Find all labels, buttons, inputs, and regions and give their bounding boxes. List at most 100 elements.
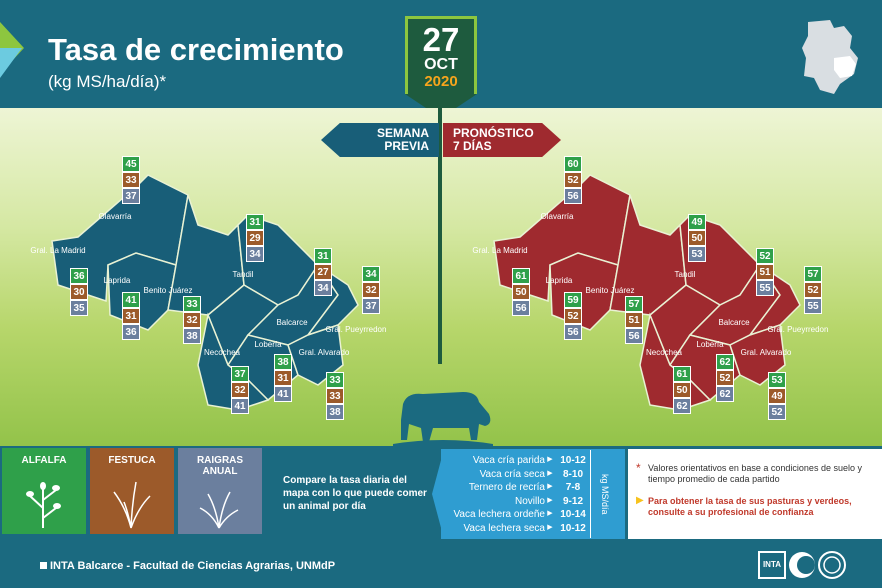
forecast-festuca-value: 51 bbox=[756, 264, 774, 280]
triangle-bullet-icon: ▶ bbox=[636, 495, 644, 506]
note-consult: Para obtener la tasa de sus pasturas y v… bbox=[648, 496, 852, 517]
consumption-value: 8-10 bbox=[562, 468, 583, 480]
previous-alfalfa-value: 38 bbox=[274, 354, 292, 370]
forecast-festuca-value: 52 bbox=[564, 308, 582, 324]
consumption-value: 10-12 bbox=[560, 455, 586, 466]
square-bullet-icon bbox=[40, 562, 47, 569]
legend-alfalfa: ALFALFA bbox=[2, 448, 86, 534]
forecast-raigras-value: 56 bbox=[625, 328, 643, 344]
date-day: 27 bbox=[422, 21, 460, 58]
forecast-raigras-value: 62 bbox=[716, 386, 734, 402]
forecast-alfalfa-value: 57 bbox=[625, 296, 643, 312]
row-arrow-icon: ▶ bbox=[547, 456, 553, 463]
previous-festuca-value: 30 bbox=[70, 284, 88, 300]
previous-alfalfa-value: 45 bbox=[122, 156, 140, 172]
footer-bar: INTA Balcarce - Facultad de Ciencias Agr… bbox=[0, 546, 882, 588]
previous-festuca-value: 32 bbox=[362, 282, 380, 298]
festuca-grass-icon bbox=[113, 481, 151, 529]
previous-festuca-value: 33 bbox=[326, 388, 344, 404]
previous-values-gral-la-madrid: 36 30 35 bbox=[70, 268, 88, 316]
forecast-district-olavarria: Olavarría bbox=[540, 212, 574, 221]
legend-raigras: RAIGRAS ANUAL bbox=[178, 448, 262, 534]
previous-week-line1: SEMANA bbox=[376, 126, 429, 140]
previous-raigras-value: 36 bbox=[122, 324, 140, 340]
previous-alfalfa-value: 33 bbox=[183, 296, 201, 312]
consumption-label: Vaca cría seca bbox=[479, 468, 545, 480]
forecast-values-tandil: 49 50 53 bbox=[688, 214, 706, 262]
forecast-district-benito-juarez: Benito Juárez bbox=[585, 286, 635, 295]
consumption-label: Vaca lechera seca bbox=[463, 522, 545, 534]
consumption-label: Novillo bbox=[514, 495, 545, 507]
previous-district-gral-la-madrid: Gral. La Madrid bbox=[30, 246, 86, 255]
forecast-values-gral-pueyrredon: 57 52 55 bbox=[804, 266, 822, 314]
inta-logo: INTA bbox=[758, 551, 786, 579]
date-year: 2020 bbox=[424, 73, 458, 90]
forecast-festuca-value: 50 bbox=[688, 230, 706, 246]
seal-logo-icon bbox=[818, 551, 846, 579]
consumption-row: Vaca lechera ordeñe ▶ 10-14 bbox=[441, 509, 591, 522]
forecast-alfalfa-value: 57 bbox=[804, 266, 822, 282]
forecast-district-gral-la-madrid: Gral. La Madrid bbox=[472, 246, 528, 255]
consumption-row: Ternero de recría ▶ 7-8 bbox=[441, 482, 591, 495]
consumption-row: Vaca cría seca ▶ 8-10 bbox=[441, 469, 591, 482]
legend-festuca-label: FESTUCA bbox=[108, 455, 156, 466]
previous-values-balcarce: 31 27 34 bbox=[314, 248, 332, 296]
forecast-festuca-value: 50 bbox=[512, 284, 530, 300]
previous-festuca-value: 33 bbox=[122, 172, 140, 188]
raigras-grass-icon bbox=[199, 491, 239, 529]
page-subtitle: (kg MS/ha/día)* bbox=[48, 72, 167, 91]
previous-festuca-value: 31 bbox=[122, 308, 140, 324]
previous-raigras-value: 34 bbox=[314, 280, 332, 296]
previous-raigras-value: 37 bbox=[362, 298, 380, 314]
previous-raigras-value: 35 bbox=[70, 300, 88, 316]
forecast-district-balcarce: Balcarce bbox=[718, 318, 750, 327]
previous-values-laprida: 41 31 36 bbox=[122, 292, 140, 340]
consumption-label: Ternero de recría bbox=[468, 482, 545, 493]
forecast-values-necochea: 61 50 62 bbox=[673, 366, 691, 414]
consumption-row: Vaca cría parida ▶ 10-12 bbox=[441, 455, 591, 468]
row-arrow-icon: ▶ bbox=[547, 469, 553, 477]
forecast-raigras-value: 55 bbox=[804, 298, 822, 314]
previous-values-tandil: 31 29 34 bbox=[246, 214, 264, 262]
forecast-festuca-value: 50 bbox=[673, 382, 691, 398]
row-arrow-icon: ▶ bbox=[547, 483, 553, 490]
previous-district-gral-alvarado: Gral. Alvarado bbox=[298, 348, 350, 357]
previous-raigras-value: 34 bbox=[246, 246, 264, 262]
forecast-festuca-value: 52 bbox=[804, 282, 822, 298]
forecast-district-loberia: Lobería bbox=[696, 340, 724, 349]
previous-alfalfa-value: 36 bbox=[70, 268, 88, 284]
alfalfa-plant-icon bbox=[26, 482, 61, 528]
previous-values-olavarria: 45 33 37 bbox=[122, 156, 140, 204]
previous-district-necochea: Necochea bbox=[203, 348, 241, 357]
previous-values-loberia: 38 31 41 bbox=[274, 354, 292, 402]
date-month: OCT bbox=[424, 56, 458, 73]
previous-values-necochea: 37 32 41 bbox=[231, 366, 249, 414]
forecast-alfalfa-value: 60 bbox=[564, 156, 582, 172]
previous-values-gral-alvarado: 33 33 38 bbox=[326, 372, 344, 420]
forecast-values-balcarce: 52 51 55 bbox=[756, 248, 774, 296]
row-arrow-icon: ▶ bbox=[547, 510, 553, 517]
previous-alfalfa-value: 37 bbox=[231, 366, 249, 382]
row-arrow-icon: ▶ bbox=[547, 523, 553, 531]
forecast-alfalfa-value: 49 bbox=[688, 214, 706, 230]
forecast-district-laprida: Laprida bbox=[545, 276, 573, 285]
previous-week-line2: PREVIA bbox=[384, 139, 429, 153]
forecast-raigras-value: 56 bbox=[512, 300, 530, 316]
consumption-label: Vaca lechera ordeñe bbox=[453, 509, 545, 520]
forecast-raigras-value: 56 bbox=[564, 188, 582, 204]
university-logo-icon bbox=[789, 552, 815, 578]
consumption-table: Vaca cría parida ▶ 10-12 Vaca cría seca ▶ 8-1… bbox=[441, 449, 625, 539]
forecast-tag: PRONÓSTICO 7 DÍAS bbox=[443, 123, 561, 157]
consumption-value: 10-12 bbox=[560, 522, 586, 534]
consumption-row: Vaca lechera seca ▶ 10-12 bbox=[441, 523, 591, 536]
previous-district-olavarria: Olavarría bbox=[98, 212, 132, 221]
forecast-values-olavarria: 60 52 56 bbox=[564, 156, 582, 204]
page-title: Tasa de crecimiento bbox=[48, 32, 344, 67]
forecast-alfalfa-value: 59 bbox=[564, 292, 582, 308]
divider-stem bbox=[438, 108, 442, 364]
notes-panel: * Valores orientativos en base a condici… bbox=[628, 449, 882, 539]
legend-festuca: FESTUCA bbox=[90, 448, 174, 534]
previous-week-tag: SEMANA PREVIA bbox=[321, 123, 439, 157]
legend-raigras-line2: ANUAL bbox=[202, 466, 238, 477]
legend-alfalfa-label: ALFALFA bbox=[21, 455, 67, 466]
